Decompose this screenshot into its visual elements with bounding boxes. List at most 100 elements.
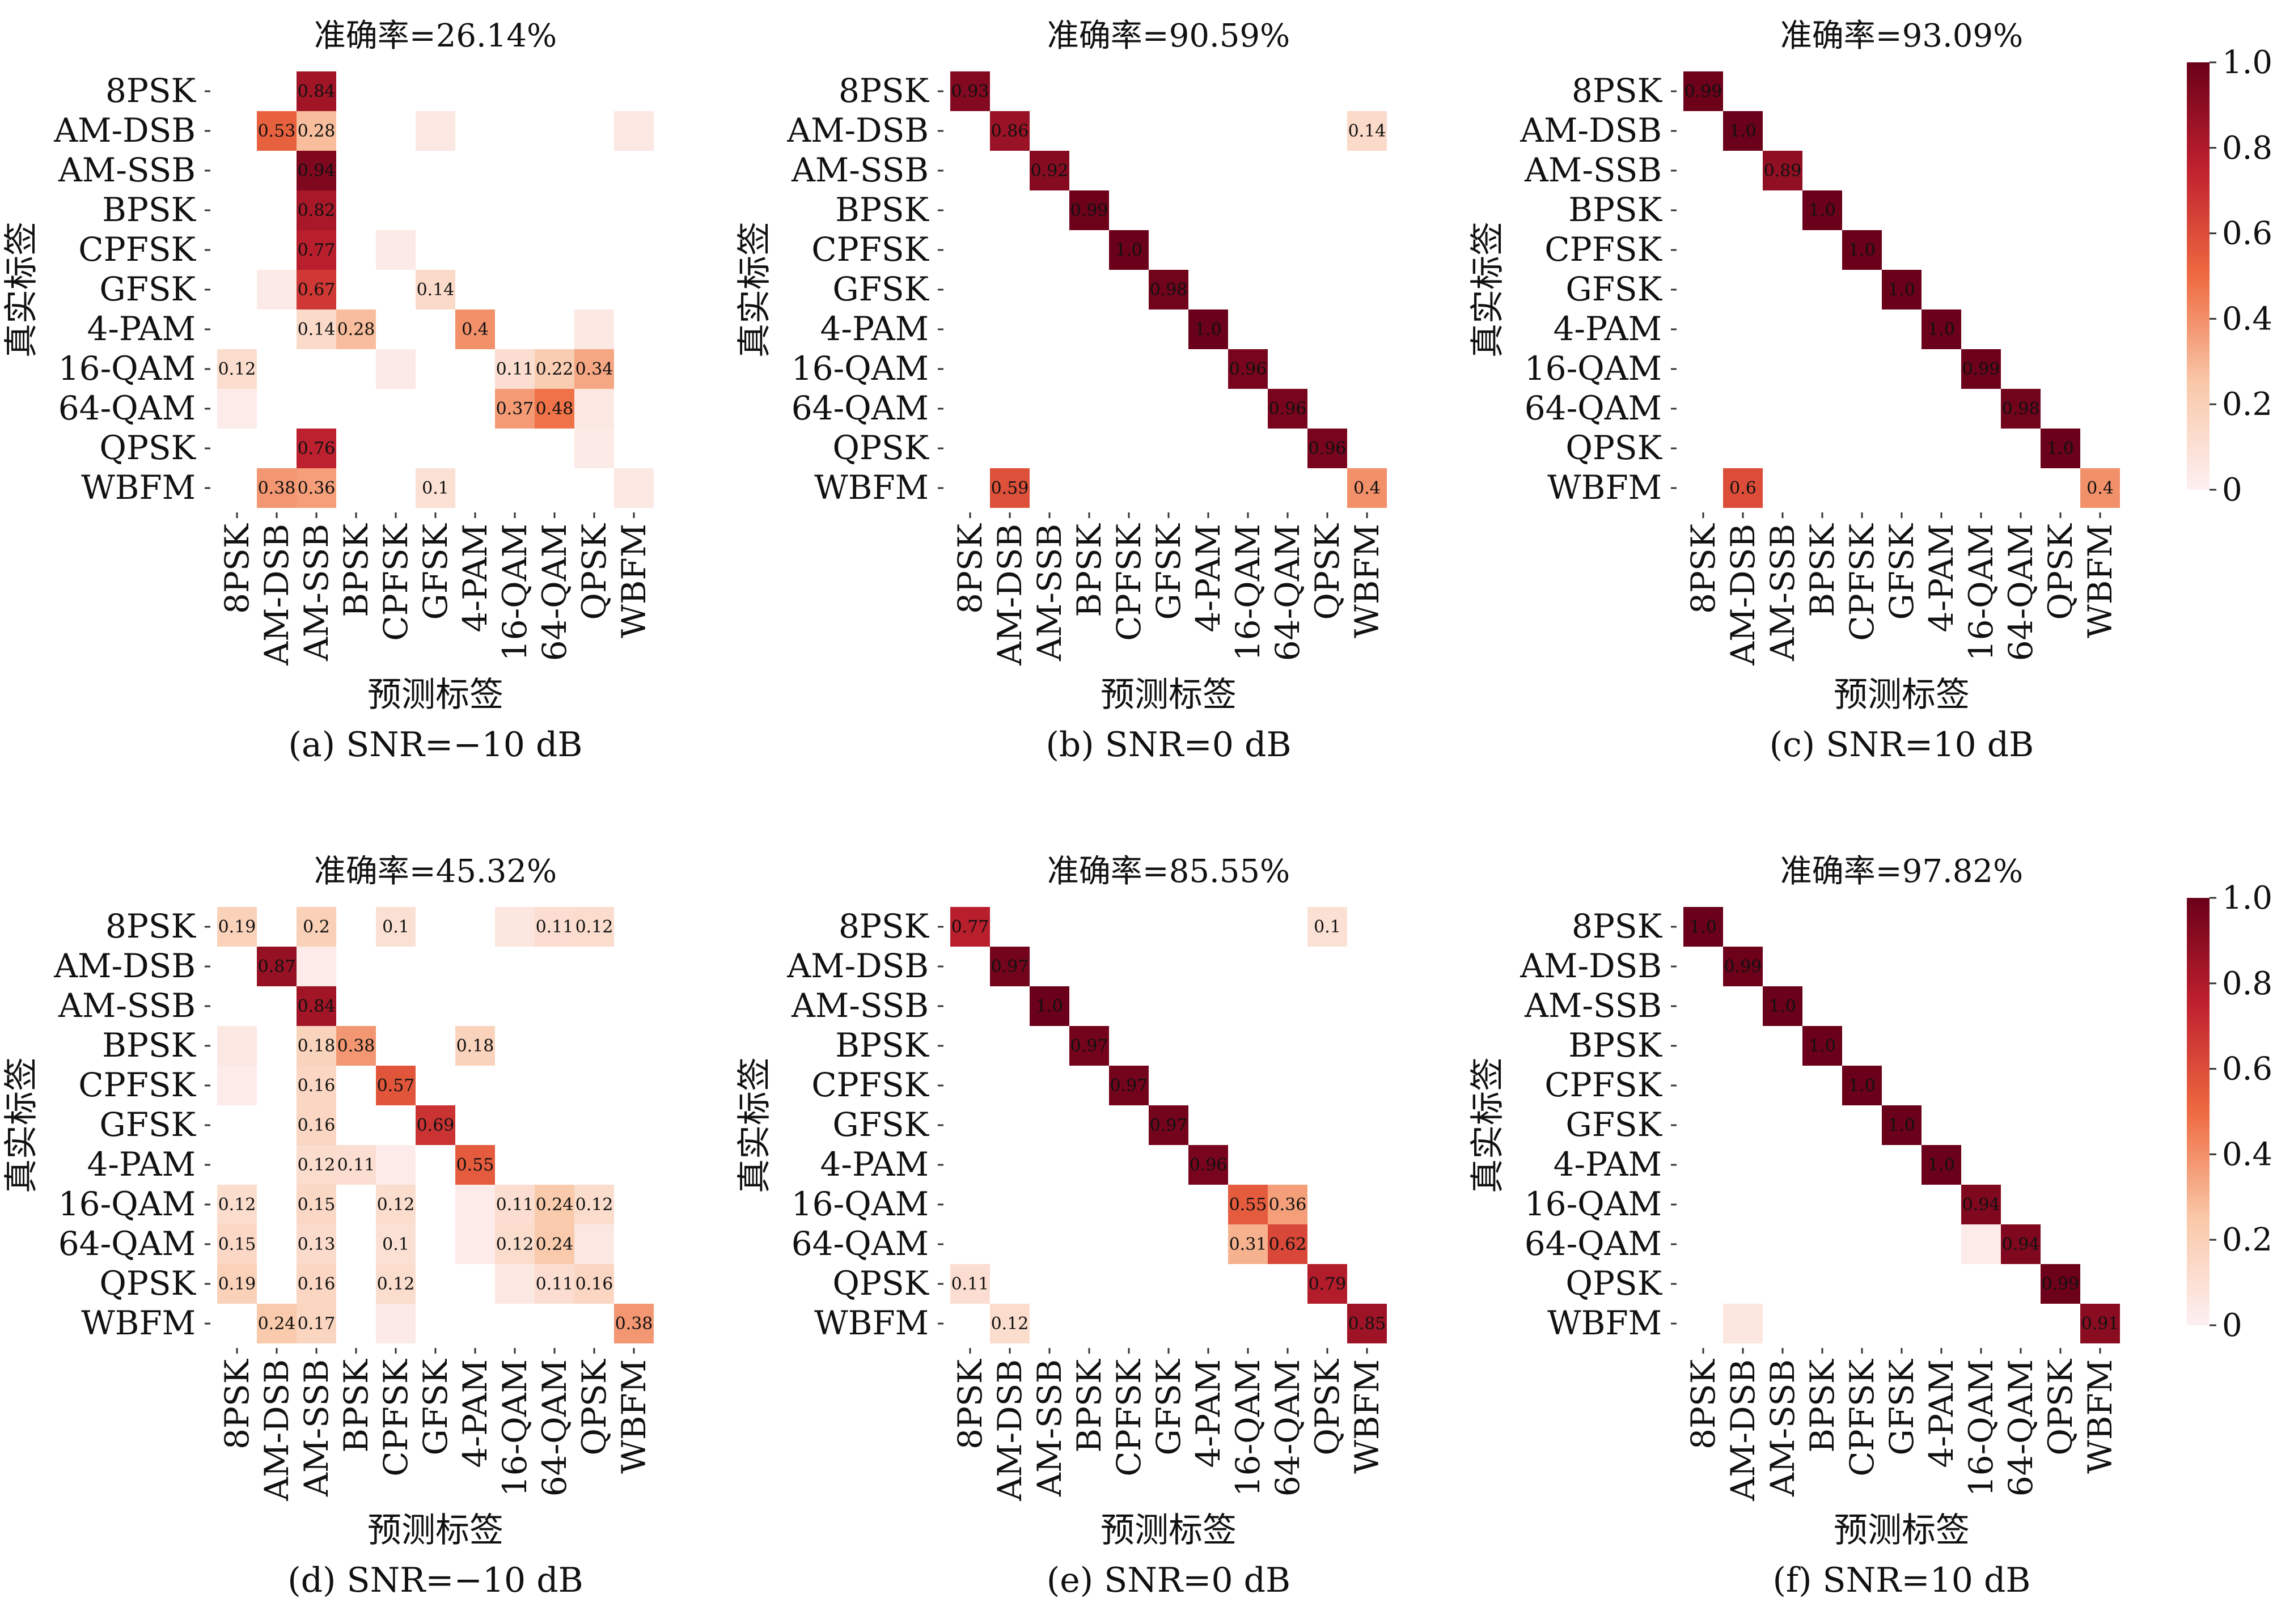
y-tick-label: AM-DSB (786, 947, 929, 985)
y-tick-label: CPFSK (78, 230, 196, 269)
heatmap-cell (297, 71, 336, 111)
x-tick-label: 16-QAM (1962, 1359, 2000, 1496)
colorbar-1: 0 0.2 0.4 0.6 0.8 1.0 (2187, 880, 2272, 1344)
heatmap-cell (217, 1185, 257, 1224)
y-tick-label: GFSK (1565, 1105, 1662, 1144)
heatmap-cell (1347, 111, 1387, 151)
cell-value-label: 0.94 (2002, 1235, 2040, 1254)
heatmap-cell (217, 389, 257, 429)
heatmap-cell (297, 1264, 336, 1304)
x-tick-label: QPSK (575, 523, 613, 620)
heatmap-cell (297, 1145, 336, 1185)
cell-value-label: 0.11 (536, 1274, 574, 1294)
heatmap-cell (535, 1224, 574, 1264)
cell-value-label: 0.99 (2042, 1274, 2080, 1294)
heatmap-cell (495, 349, 535, 389)
cell-value-label: 0.55 (1229, 1195, 1267, 1215)
y-axis-label: 真实标签 (735, 222, 774, 358)
y-axis-label: 真实标签 (2, 1057, 41, 1193)
x-tick-label: 16-QAM (1229, 1359, 1267, 1496)
heatmap-cell (2001, 389, 2041, 429)
y-axis-label: 真实标签 (1468, 222, 1508, 358)
heatmap-cell (1188, 309, 1228, 349)
heatmap-cell (574, 429, 614, 468)
y-tick-label: 64-QAM (792, 1224, 929, 1263)
cell-value-label: 0.12 (496, 1235, 534, 1254)
y-tick-label: WBFM (814, 468, 929, 507)
heatmap-cell (1030, 986, 1069, 1026)
x-axis-label: 预测标签 (1834, 675, 1970, 715)
cell-value-label: 0.2 (303, 917, 330, 937)
x-tick-label: BPSK (1070, 523, 1108, 617)
x-tick-label: QPSK (2041, 523, 2080, 620)
x-tick-label: 8PSK (218, 1358, 256, 1449)
cell-value-label: 0.16 (298, 1076, 336, 1096)
heatmap-cell (1149, 1105, 1188, 1145)
heatmap-cell (1228, 349, 1268, 389)
y-tick-label: QPSK (99, 429, 196, 467)
cell-value-label: 0.69 (417, 1116, 455, 1135)
heatmap-cell (1307, 907, 1347, 947)
heatmap-cell (257, 1304, 297, 1343)
x-tick-label: AM-SSB (297, 1359, 336, 1497)
cell-value-label: 0.53 (258, 121, 296, 141)
heatmap-cell (257, 111, 297, 151)
x-tick-label: AM-DSB (1724, 1359, 1762, 1502)
x-tick-label: WBFM (615, 1359, 653, 1474)
x-tick-label: 8PSK (951, 1358, 989, 1449)
cell-value-label: 0.19 (218, 1274, 256, 1294)
x-tick-label: AM-SSB (1030, 1359, 1069, 1497)
y-tick-label: BPSK (102, 190, 196, 229)
heatmap-cell (217, 1026, 257, 1066)
x-tick-label: 4-PAM (1189, 1359, 1228, 1468)
heatmap-cell (297, 429, 336, 468)
heatmap-cell (1763, 986, 1802, 1026)
colorbar-gradient (2187, 898, 2210, 1325)
cell-value-label: 0.98 (2002, 399, 2040, 419)
heatmap-cell (2080, 1304, 2120, 1343)
heatmap-cell (297, 190, 336, 230)
cell-value-label: 0.31 (1229, 1235, 1267, 1254)
heatmap-cell (1922, 309, 1961, 349)
heatmap-cell (2041, 429, 2080, 468)
cell-value-label: 0.48 (536, 399, 574, 419)
heatmap-cell (1882, 270, 1922, 309)
cell-value-label: 0.24 (258, 1314, 296, 1334)
cell-value-label: 0.38 (337, 1036, 375, 1056)
heatmap-cell (1347, 1304, 1387, 1343)
heatmap-cell (535, 349, 574, 389)
cell-value-label: 0.17 (298, 1314, 336, 1334)
x-tick-label: WBFM (615, 524, 653, 638)
panel-caption: (c) SNR=10 dB (1770, 725, 2034, 765)
cell-value-label: 0.94 (298, 161, 336, 181)
cell-value-label: 0.4 (2086, 478, 2114, 498)
cell-value-label: 0.24 (536, 1195, 574, 1215)
heatmap-cell (574, 309, 614, 349)
x-tick-label: 4-PAM (1922, 1359, 1961, 1468)
y-axis-label: 真实标签 (2, 222, 41, 358)
heatmap-cell (455, 1224, 495, 1264)
y-tick-label: AM-SSB (1524, 986, 1662, 1025)
cell-value-label: 0.96 (1309, 439, 1347, 459)
cell-value-label: 0.38 (258, 478, 296, 498)
x-tick-label: GFSK (1149, 1358, 1188, 1455)
y-tick-label: AM-SSB (791, 151, 929, 189)
cell-value-label: 1.0 (1848, 240, 1876, 260)
heatmap-cell (990, 468, 1030, 508)
cell-value-label: 0.1 (422, 478, 449, 498)
y-tick-label: AM-SSB (791, 986, 929, 1025)
cell-value-label: 1.0 (1809, 1036, 1836, 1056)
cell-value-label: 0.15 (298, 1195, 336, 1215)
heatmap-cell (1842, 230, 1882, 270)
heatmap-cell (376, 1224, 416, 1264)
y-axis-label: 真实标签 (1468, 1057, 1508, 1193)
heatmap-cell (455, 1026, 495, 1066)
cell-value-label: 0.84 (298, 997, 336, 1016)
heatmap-cell (297, 907, 336, 947)
y-tick-label: QPSK (832, 429, 929, 467)
cell-value-label: 0.99 (1724, 957, 1762, 977)
y-tick-label: 8PSK (839, 907, 930, 945)
heatmap-cell (257, 270, 297, 309)
y-tick-label: WBFM (1547, 1304, 1662, 1342)
heatmap-cell (1882, 1105, 1922, 1145)
